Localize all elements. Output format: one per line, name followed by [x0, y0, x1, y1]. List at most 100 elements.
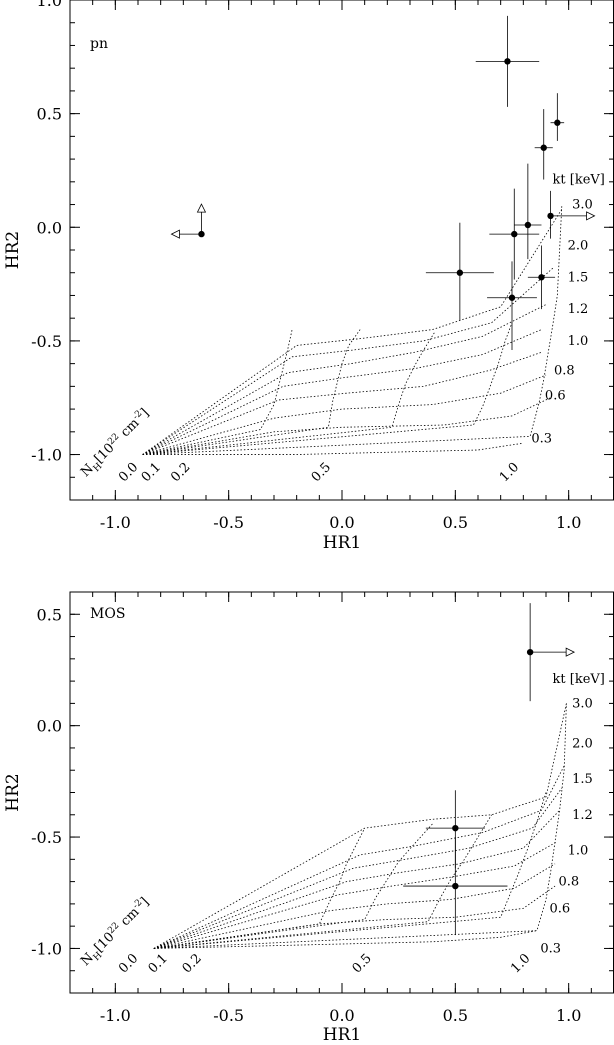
- kt-grid-curve: [153, 885, 556, 949]
- y-tick-label: 0.0: [37, 218, 62, 237]
- y-axis-label: HR2: [3, 773, 23, 811]
- nh-header-label: NH[1022 cm-2]: [77, 405, 154, 482]
- nh-grid-curve: [153, 703, 567, 949]
- x-tick-label: -1.0: [100, 1006, 131, 1025]
- kt-header-label: kt [keV]: [553, 672, 605, 687]
- data-point: [526, 648, 534, 656]
- y-tick-label: 0.5: [37, 605, 62, 624]
- nh-grid-label: 1.0: [497, 460, 522, 485]
- kt-grid-curve: [142, 329, 542, 455]
- kt-grid-label: 0.3: [531, 432, 552, 447]
- x-tick-label: 0.0: [329, 513, 354, 532]
- kt-grid-label: 0.6: [545, 388, 566, 403]
- nh-grid-curve: [142, 329, 293, 455]
- data-point: [540, 144, 547, 151]
- nh-grid-label: 0.1: [146, 951, 171, 976]
- nh-grid-label: 0.2: [180, 951, 205, 976]
- data-point: [547, 212, 554, 220]
- nh-header-label: NH[1022 cm-2]: [77, 894, 154, 971]
- x-tick-label: 0.5: [443, 513, 468, 532]
- x-tick-label: 1.0: [556, 513, 581, 532]
- pn-panel: -1.0 -0.5 0.0 0.5 1.0 1.0 0.5 0.0 -0.5 -1.0 HR1 HR2…: [3, 0, 614, 553]
- x-tick-label: 1.0: [556, 1006, 581, 1025]
- y-tick-label: -0.5: [31, 332, 62, 351]
- arrow-head: [170, 229, 180, 239]
- nh-grid-curve: [153, 827, 366, 949]
- kt-grid-label: 3.0: [572, 198, 593, 213]
- nh-grid-label: 0.5: [350, 951, 375, 976]
- kt-grid-label: 0.8: [559, 875, 580, 890]
- kt-grid-curve: [142, 397, 551, 455]
- arrow-head: [586, 211, 596, 221]
- nh-grid-curve: [153, 792, 547, 949]
- kt-header-label: kt [keV]: [553, 173, 605, 188]
- data-point: [538, 274, 545, 281]
- y-tick-label: 0.0: [37, 717, 62, 736]
- kt-grid-curve: [142, 304, 547, 455]
- nh-grid-label: 0.1: [139, 460, 164, 485]
- kt-grid-label: 1.5: [572, 772, 593, 787]
- data-point: [198, 230, 205, 238]
- kt-grid-label: 1.2: [568, 302, 589, 317]
- kt-grid-label: 0.6: [549, 901, 570, 916]
- x-tick-label: 0.0: [329, 1006, 354, 1025]
- kt-grid-curve: [153, 863, 556, 949]
- data-point: [508, 294, 516, 301]
- nh-grid-label: 0.0: [116, 951, 141, 976]
- nh-grid-curve: [142, 331, 436, 455]
- mos-panel: -1.0 -0.5 0.0 0.5 1.0 0.5 0.0 -0.5 -1.0 HR1 HR2 MOS…: [3, 591, 614, 1045]
- data-point: [456, 269, 464, 276]
- arrow-head: [565, 647, 576, 657]
- kt-grid-curve: [142, 351, 542, 455]
- data-point: [511, 230, 518, 238]
- data-point: [452, 824, 459, 832]
- panel-tag: MOS: [90, 606, 125, 622]
- x-axis-label: HR1: [323, 1025, 361, 1045]
- kt-grid-curve: [153, 765, 565, 949]
- kt-grid-label: 2.0: [568, 238, 589, 253]
- kt-grid-curve: [142, 442, 524, 455]
- nh-grid-curve: [142, 322, 513, 455]
- kt-grid-curve: [153, 810, 560, 949]
- y-tick-label: 1.0: [37, 0, 62, 10]
- kt-grid-curve: [153, 930, 538, 949]
- kt-grid-label: 1.0: [568, 334, 589, 349]
- nh-grid-curve: [142, 329, 361, 455]
- y-tick-label: -0.5: [31, 828, 62, 847]
- y-tick-label: -1.0: [31, 939, 62, 958]
- x-tick-label: -0.5: [213, 1006, 244, 1025]
- nh-grid-label: 0.2: [168, 460, 193, 485]
- kt-grid-label: 2.0: [572, 736, 593, 751]
- data-point: [504, 58, 511, 65]
- kt-grid-curve: [153, 787, 563, 949]
- nh-grid-label: 0.0: [116, 460, 141, 485]
- nh-grid-curve: [142, 204, 563, 455]
- kt-grid-label: 3.0: [572, 696, 593, 711]
- kt-grid-label: 1.5: [568, 270, 589, 285]
- kt-grid-curve: [142, 374, 547, 455]
- nh-grid-label: 1.0: [508, 951, 533, 976]
- data-point: [554, 119, 561, 126]
- plot-frame: [69, 0, 614, 501]
- data-point: [524, 221, 532, 229]
- panel-tag: pn: [90, 36, 108, 52]
- x-tick-label: -0.5: [213, 513, 244, 532]
- x-tick-label: -1.0: [100, 513, 131, 532]
- kt-grid-curve: [153, 841, 558, 949]
- arrow-head: [196, 203, 207, 213]
- kt-grid-label: 1.2: [572, 808, 593, 823]
- kt-grid-label: 0.8: [554, 363, 575, 378]
- y-axis-label: HR2: [3, 231, 23, 269]
- kt-grid-curve: [142, 267, 554, 455]
- kt-grid-curve: [153, 703, 567, 949]
- data-point: [452, 882, 459, 890]
- kt-grid-label: 1.0: [568, 843, 589, 858]
- x-axis-label: HR1: [323, 533, 361, 553]
- y-tick-label: -1.0: [31, 446, 62, 465]
- y-tick-label: 0.5: [37, 105, 62, 124]
- x-tick-label: 0.5: [443, 1006, 468, 1025]
- nh-grid-curve: [153, 814, 492, 949]
- kt-grid-curve: [142, 208, 563, 455]
- nh-grid-label: 0.5: [309, 460, 334, 485]
